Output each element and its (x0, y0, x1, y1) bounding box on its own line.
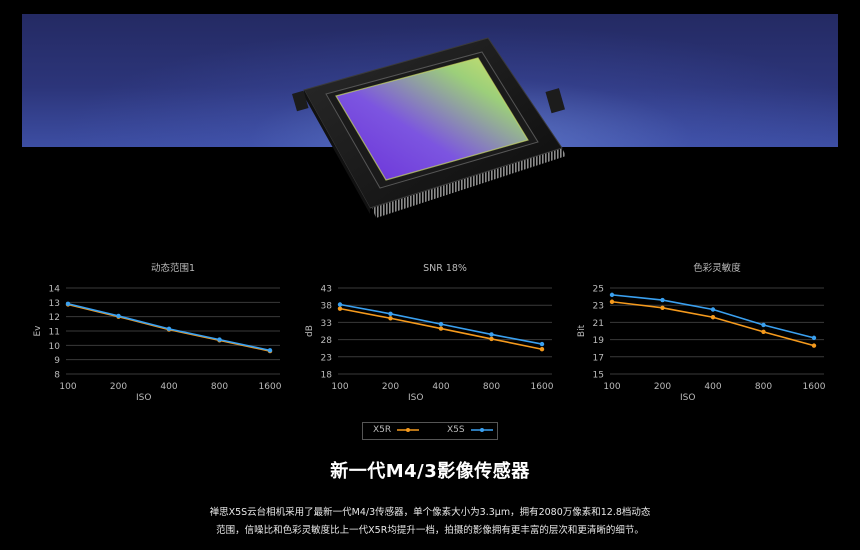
x-axis-label: ISO (680, 393, 695, 403)
data-point-x5s (539, 341, 545, 347)
y-tick-label: 43 (321, 285, 332, 295)
legend-swatch-x5r (397, 428, 420, 432)
y-axis-label: Bit (577, 324, 587, 337)
sensor-image (292, 37, 566, 218)
chart-snr: SNR 18% 18 23 28 33 38 43 dB 100 200 400 800 1600 ISO (305, 263, 554, 403)
data-point-x5s (267, 348, 273, 353)
x-tick-label: 800 (211, 382, 228, 392)
x-tick-label: 400 (432, 382, 449, 392)
legend-item-x5r: X5R (373, 425, 420, 435)
y-tick-label: 28 (321, 336, 333, 346)
data-point-x5r (438, 326, 444, 331)
chart-color-sensitivity: 色彩灵敏度 15 17 19 21 23 25 Bit 100 200 400 800 1600 ISO (577, 262, 826, 403)
legend-item-x5s: X5S (447, 425, 493, 435)
data-point-x5s (438, 321, 444, 327)
data-point-x5r (539, 347, 545, 352)
data-point-x5r (761, 329, 766, 335)
data-point-x5s (217, 337, 222, 342)
chart-title: 色彩灵敏度 (693, 262, 741, 274)
x-tick-label: 200 (654, 382, 671, 392)
data-point-x5s (811, 335, 817, 341)
x-tick-label: 1600 (803, 382, 826, 392)
x-tick-label: 1600 (531, 382, 554, 392)
data-point-x5s (609, 292, 615, 298)
data-point-x5r (609, 299, 615, 304)
chart-dynamic-range: 动态范围1 8 9 10 11 12 13 14 Ev 100 200 400 800 1600 ISO (33, 262, 282, 403)
data-point-x5r (489, 336, 494, 342)
charts-row: 动态范围1 8 9 10 11 12 13 14 Ev 100 200 400 800 1600 ISO S… (30, 258, 840, 408)
x-tick-label: 400 (704, 382, 721, 392)
data-point-x5r (337, 306, 343, 311)
y-tick-label: 18 (321, 371, 333, 381)
x-tick-label: 800 (483, 382, 500, 392)
description-line-2: 范围，信噪比和色彩灵敏度比上一代X5R均提升一档，拍摄的影像拥有更丰富的层次和更… (216, 525, 644, 536)
y-tick-label: 23 (321, 353, 332, 363)
data-point-x5s (388, 311, 393, 316)
data-point-x5s (660, 297, 665, 303)
page-title: 新一代M4/3影像传感器 (330, 461, 530, 482)
y-tick-label: 12 (49, 313, 60, 323)
legend-label-x5s: X5S (447, 425, 465, 435)
x-axis-label: ISO (408, 393, 423, 403)
y-tick-label: 13 (49, 299, 60, 309)
data-point-x5s (489, 332, 494, 337)
x-tick-label: 100 (603, 382, 620, 392)
y-tick-label: 11 (49, 328, 60, 338)
data-point-x5r (388, 316, 393, 321)
y-tick-label: 17 (593, 353, 604, 363)
description: 禅思X5S云台相机采用了最新一代M4/3传感器，单个像素大小为3.3μm，拥有2… (0, 504, 860, 540)
x-tick-label: 800 (755, 382, 772, 392)
legend-label-x5r: X5R (373, 425, 392, 435)
chart-legend: X5R X5S (362, 422, 498, 440)
data-point-x5s (116, 313, 121, 319)
y-tick-label: 33 (321, 319, 332, 329)
chart-title: SNR 18% (423, 263, 467, 274)
data-point-x5s (337, 302, 343, 307)
y-tick-label: 21 (593, 319, 604, 329)
data-point-x5r (811, 343, 817, 348)
y-tick-label: 25 (593, 285, 604, 295)
chart-title: 动态范围1 (151, 262, 195, 274)
y-axis-label: dB (305, 325, 315, 337)
x-tick-label: 400 (160, 382, 177, 392)
data-point-x5s (166, 326, 172, 332)
y-tick-label: 15 (593, 371, 604, 381)
y-tick-label: 14 (49, 285, 61, 295)
data-point-x5r (710, 315, 716, 320)
y-tick-label: 10 (49, 342, 61, 352)
y-tick-label: 23 (593, 302, 604, 312)
x-tick-label: 100 (331, 382, 348, 392)
data-point-x5s (710, 307, 716, 312)
x-tick-label: 200 (382, 382, 399, 392)
y-tick-label: 8 (54, 371, 60, 381)
data-point-x5r (660, 305, 665, 310)
description-line-1: 禅思X5S云台相机采用了最新一代M4/3传感器，单个像素大小为3.3μm，拥有2… (209, 507, 651, 518)
y-tick-label: 19 (593, 336, 605, 346)
x-tick-label: 200 (110, 382, 127, 392)
legend-swatch-x5s (470, 428, 493, 432)
x-axis-label: ISO (136, 393, 151, 403)
y-tick-label: 9 (54, 356, 60, 366)
x-tick-label: 100 (59, 382, 76, 392)
x-tick-label: 1600 (259, 382, 282, 392)
data-point-x5s (65, 301, 71, 306)
y-axis-label: Ev (33, 325, 43, 337)
y-tick-label: 38 (321, 302, 333, 312)
data-point-x5s (761, 322, 766, 328)
